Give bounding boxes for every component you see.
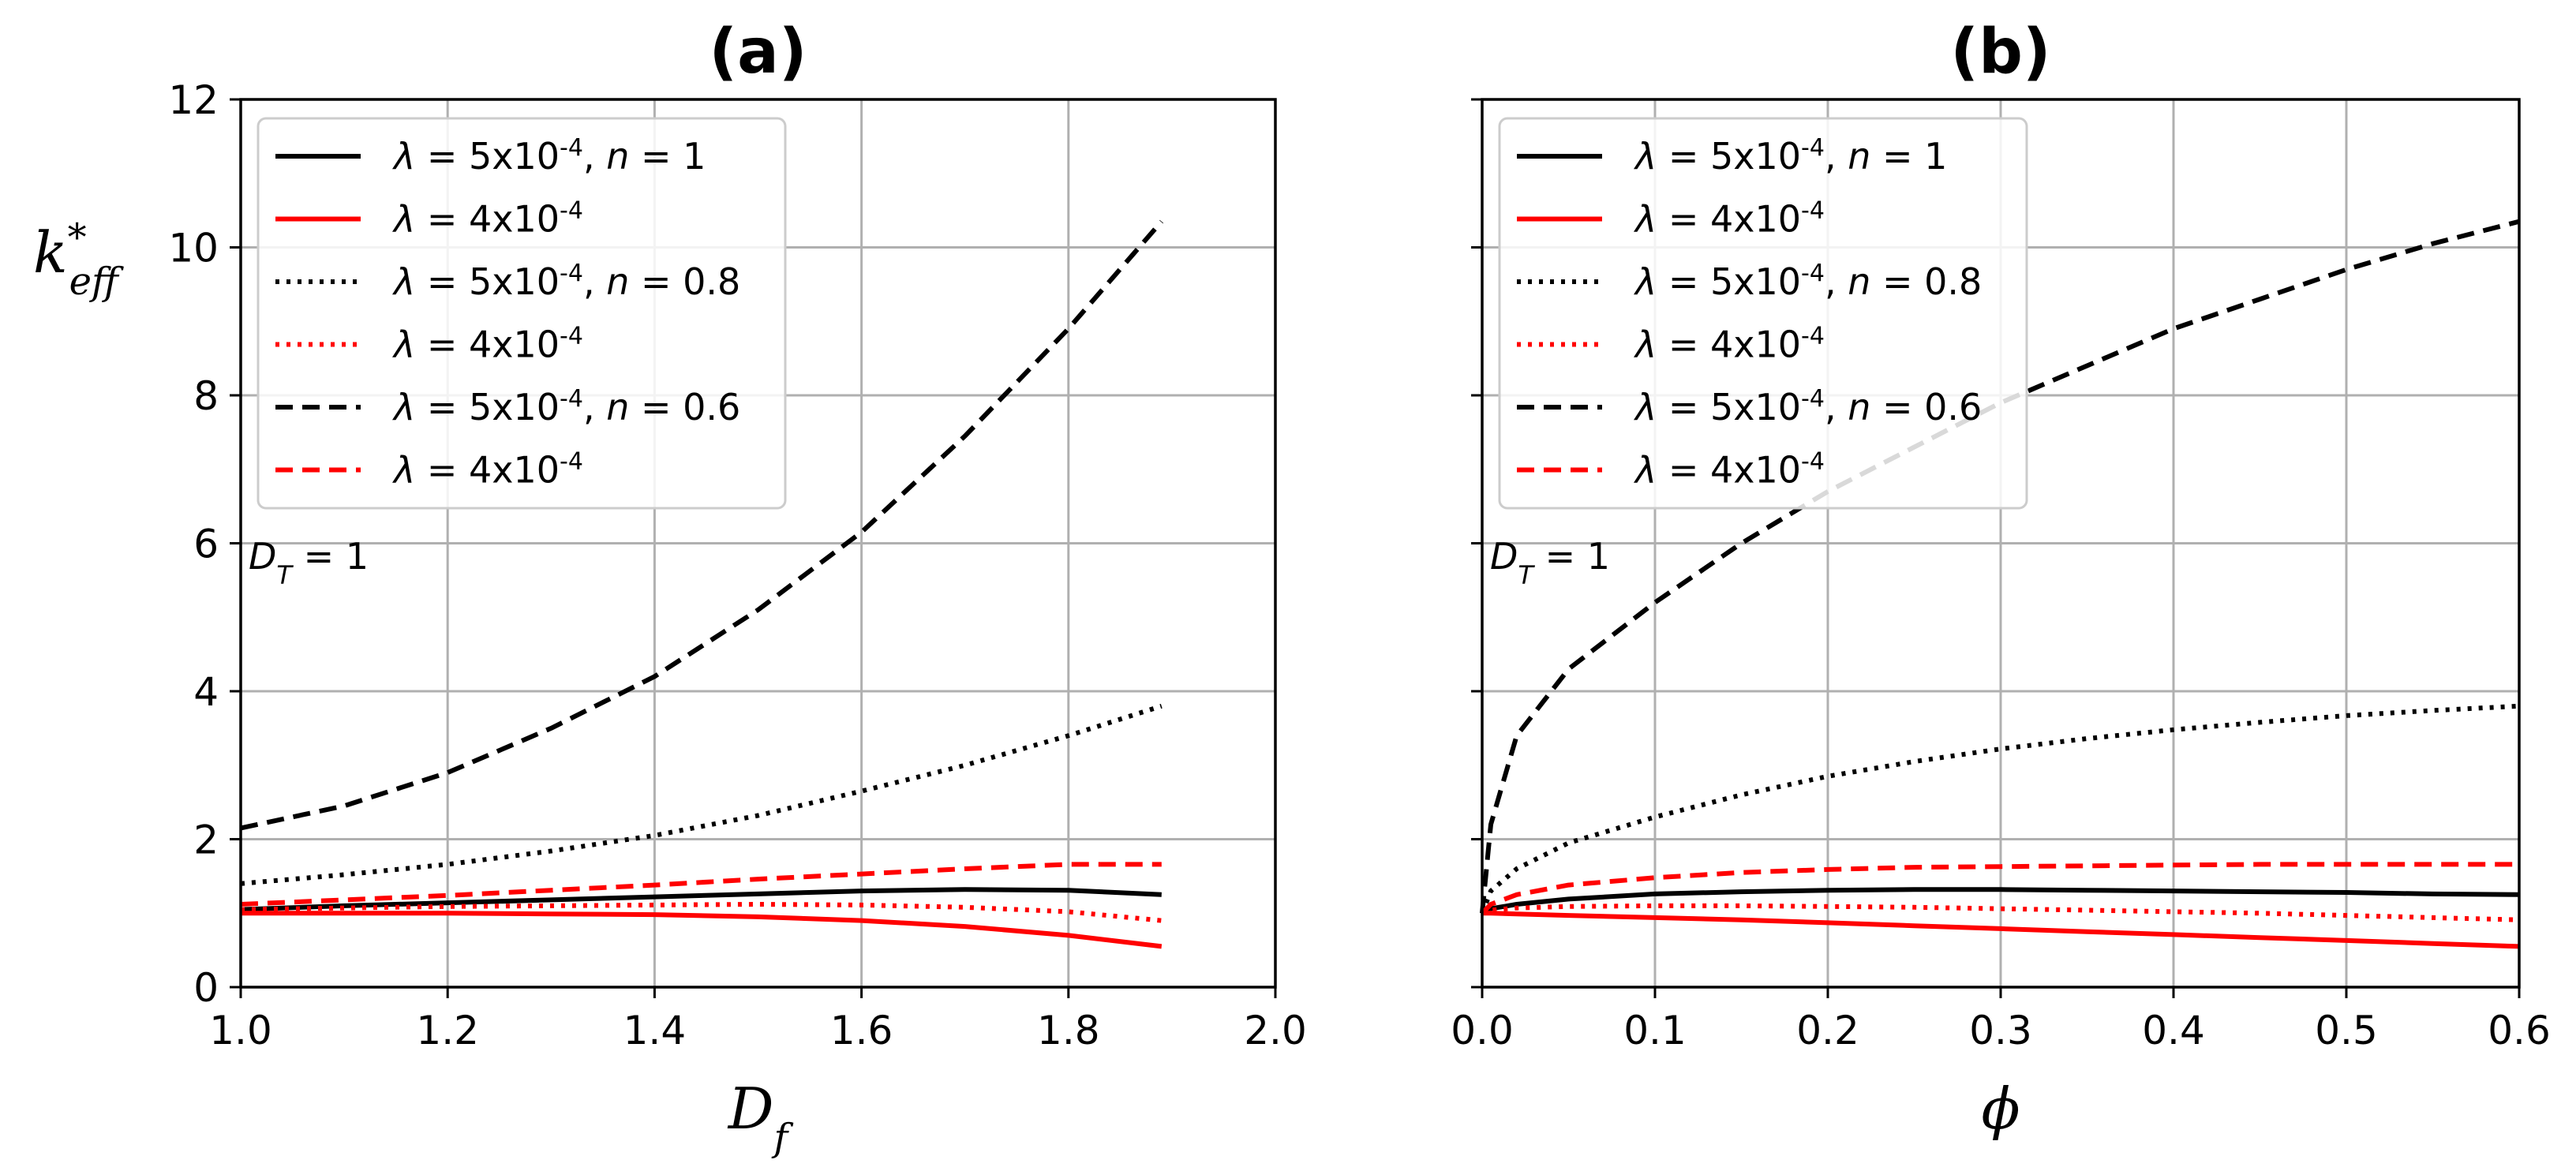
legend-box bbox=[1498, 117, 2028, 510]
chart-b: 0.0 0.1 0.2 0.3 0.4 0.5 0.6 (b) ϕ DT = 1 λ = 5x10-… bbox=[1451, 17, 2551, 1142]
x-tick-label: 0.4 bbox=[2142, 1008, 2205, 1053]
annotation-dt: DT = 1 bbox=[1490, 535, 1610, 590]
y-axis-label: k* eff bbox=[33, 215, 124, 304]
legend-label-4: λ = 4x10-4 bbox=[1633, 322, 1825, 366]
series-line-2 bbox=[241, 911, 1163, 949]
legend-label-3: λ = 5x10-4, n = 0.8 bbox=[391, 260, 740, 304]
legend-label-2: λ = 4x10-4 bbox=[1633, 196, 1825, 241]
series-line-4 bbox=[240, 902, 1163, 923]
legend-label-3: λ = 5x10-4, n = 0.8 bbox=[1633, 260, 1982, 304]
legend-label-1: λ = 5x10-4, n = 1 bbox=[1633, 134, 1947, 178]
annotation-dt: DT = 1 bbox=[249, 535, 369, 590]
y-tick-label: 12 bbox=[168, 77, 219, 123]
x-tick-label: 0.5 bbox=[2315, 1008, 2378, 1053]
x-tick-label: 0.2 bbox=[1796, 1008, 1859, 1053]
y-tick-label: 10 bbox=[168, 226, 219, 271]
series-line-1 bbox=[1481, 887, 2520, 915]
legend-label-2: λ = 4x10-4 bbox=[391, 196, 583, 241]
legend-label-6: λ = 4x10-4 bbox=[391, 447, 583, 492]
series-line-6 bbox=[240, 862, 1162, 907]
x-tick-label: 1.6 bbox=[830, 1008, 893, 1053]
x-axis-label: Df bbox=[727, 1076, 794, 1160]
series-line-3 bbox=[240, 703, 1163, 886]
y-tick-label: 0 bbox=[193, 965, 219, 1011]
legend-label-5: λ = 5x10-4, n = 0.6 bbox=[391, 385, 740, 429]
x-axis-label: ϕ bbox=[1981, 1076, 2020, 1142]
x-tick-label: 1.2 bbox=[416, 1008, 479, 1053]
series-line-2 bbox=[1482, 911, 2520, 949]
x-tick-label: 2.0 bbox=[1244, 1008, 1307, 1053]
legend-label-5: λ = 5x10-4, n = 0.6 bbox=[1633, 385, 1982, 429]
series-line-4 bbox=[1481, 903, 2520, 922]
series-line-6 bbox=[1480, 862, 2519, 915]
legend: λ = 5x10-4, n = 1 λ = 4x10-4 λ = 5x10-4, n… bbox=[1498, 117, 2028, 510]
series-line-1 bbox=[240, 887, 1162, 912]
x-tick-label: 1.0 bbox=[209, 1008, 272, 1053]
x-tick-label: 0.1 bbox=[1623, 1008, 1687, 1053]
x-tick-label: 0.0 bbox=[1451, 1008, 1514, 1053]
legend-label-6: λ = 4x10-4 bbox=[1633, 447, 1825, 492]
chart-a: 1.0 1.2 1.4 1.6 1.8 2.0 0 2 4 6 8 10 12 (a) Df k* eff DT … bbox=[33, 17, 1307, 1160]
legend-label-1: λ = 5x10-4, n = 1 bbox=[391, 134, 706, 178]
legend-label-4: λ = 4x10-4 bbox=[391, 322, 583, 366]
chart-title: (a) bbox=[710, 17, 807, 88]
chart-title: (b) bbox=[1950, 17, 2050, 88]
y-tick-label: 4 bbox=[193, 669, 219, 715]
x-tick-label: 1.8 bbox=[1037, 1008, 1100, 1053]
x-tick-label: 0.3 bbox=[1969, 1008, 2032, 1053]
legend-box bbox=[256, 117, 787, 510]
y-tick-label: 8 bbox=[193, 373, 219, 419]
y-tick-label: 6 bbox=[193, 522, 219, 567]
y-tick-label: 2 bbox=[193, 817, 219, 863]
x-tick-label: 0.6 bbox=[2488, 1008, 2551, 1053]
legend: λ = 5x10-4, n = 1 λ = 4x10-4 λ = 5x10-4, n… bbox=[256, 117, 787, 510]
x-tick-label: 1.4 bbox=[623, 1008, 687, 1053]
